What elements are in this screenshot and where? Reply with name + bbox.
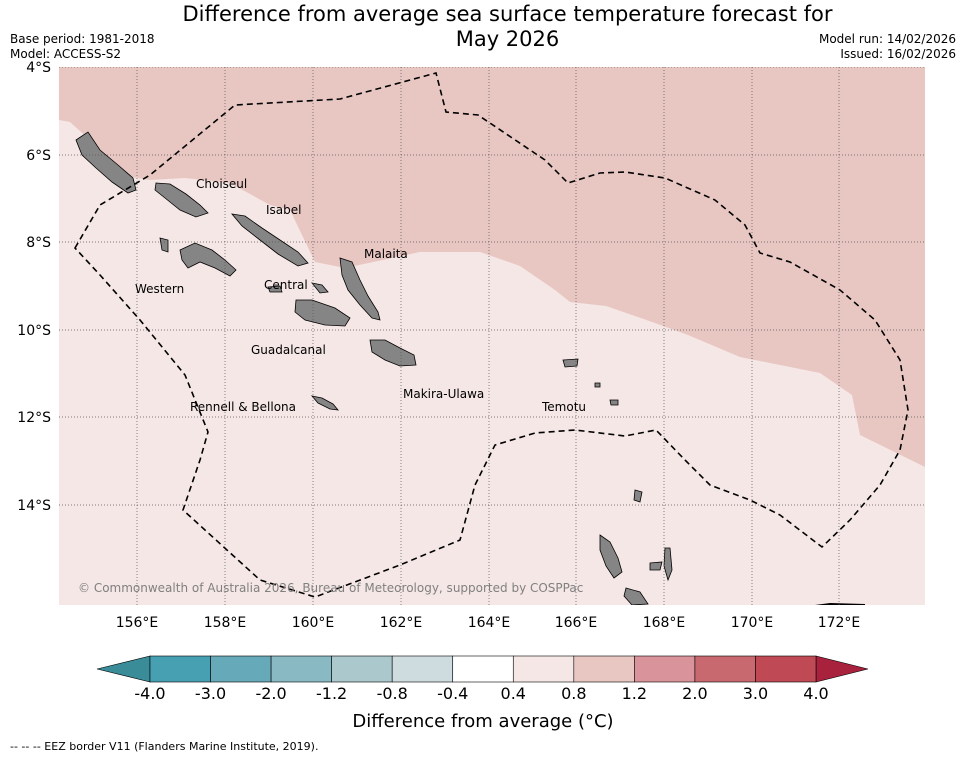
colorbar-swatch <box>512 655 575 683</box>
colorbar-swatch <box>694 655 756 683</box>
lat-label: 12°S <box>17 410 51 426</box>
colorbar-title: Difference from average (°C) <box>352 711 613 732</box>
colorbar-over-arrow <box>815 655 869 683</box>
new-georgia-group <box>179 242 237 277</box>
anomaly-band-bottom-left <box>120 575 190 605</box>
colorbar-swatch <box>210 655 272 683</box>
colorbar-tick-label: 2.0 <box>682 684 707 703</box>
model-name: Model: ACCESS-S2 <box>10 47 122 61</box>
colorbar-tick-label: 0.4 <box>501 684 526 703</box>
malaita-island <box>339 257 381 321</box>
choiseul-island <box>75 131 137 194</box>
vanuatu-north <box>599 534 623 579</box>
colorbar-swatch <box>755 655 817 683</box>
makira-island <box>369 339 417 367</box>
colorbar-tick-label: 4.0 <box>803 684 828 703</box>
vanuatu-south <box>623 587 649 605</box>
lon-label: 168°E <box>643 615 686 631</box>
lon-label: 164°E <box>468 615 511 631</box>
graticule <box>59 67 925 605</box>
meta-right: Model run: 14/02/2026 Issued: 16/02/2026 <box>819 32 956 62</box>
eez-legend-footer: -- -- -- EEZ border V11 (Flanders Marine… <box>10 740 319 753</box>
land-masses <box>75 131 673 605</box>
chart-title: Difference from average sea surface temp… <box>150 2 865 52</box>
place-guadalcanal: Guadalcanal <box>251 343 326 357</box>
small-island-b <box>609 399 619 406</box>
colorbar <box>96 655 869 683</box>
colorbar-swatch <box>270 655 332 683</box>
place-central: Central <box>264 278 308 292</box>
colorbar-tick-label: -0.8 <box>377 684 408 703</box>
colorbar-swatch <box>149 655 211 683</box>
vanuatu-isle-3 <box>633 489 643 503</box>
lon-label: 172°E <box>818 615 861 631</box>
colorbar-tick-label: -0.4 <box>437 684 468 703</box>
title-line-1: Difference from average sea surface temp… <box>182 2 833 26</box>
lon-axis-labels: 156°E 158°E 160°E 162°E 164°E 166°E 168°… <box>116 615 861 631</box>
model-run: Model run: 14/02/2026 <box>818 32 956 46</box>
lat-label: 6°S <box>26 148 51 164</box>
guadalcanal-island <box>294 299 351 327</box>
isabel-island <box>231 213 309 267</box>
place-labels: Choiseul Isabel Malaita Western Central … <box>135 177 586 414</box>
place-western: Western <box>135 282 184 296</box>
place-rennell-bellona: Rennell & Bellona <box>190 400 296 414</box>
colorbar-under-arrow <box>96 655 151 683</box>
lon-label: 156°E <box>116 615 159 631</box>
colorbar-swatch <box>634 655 696 683</box>
rennell-island <box>310 395 339 411</box>
colorbar-tick-label: -2.0 <box>255 684 286 703</box>
lat-axis-labels: 4°S 6°S 8°S 10°S 12°S 14°S <box>17 60 51 514</box>
colorbar-tick-label: 1.2 <box>622 684 647 703</box>
lat-label: 10°S <box>17 323 51 339</box>
small-island-a <box>594 382 601 388</box>
colorbar-swatch <box>331 655 393 683</box>
place-isabel: Isabel <box>266 203 301 217</box>
lat-label: 8°S <box>26 235 51 251</box>
colorbar-swatch <box>452 655 514 683</box>
issued-date: Issued: 16/02/2026 <box>840 47 956 61</box>
meta-left: Base period: 1981-2018 Model: ACCESS-S2 <box>10 32 155 62</box>
place-temotu: Temotu <box>541 400 586 414</box>
vella-lavella <box>159 237 169 253</box>
base-period: Base period: 1981-2018 <box>10 32 155 46</box>
temotu-islands <box>562 358 579 368</box>
colorbar-tick-label: 0.8 <box>561 684 586 703</box>
colorbar-tick-label: -3.0 <box>195 684 226 703</box>
colorbar-labels: -4.0 -3.0 -2.0 -1.2 -0.8 -0.4 0.4 0.8 1.2 2.0 3.0 4… <box>134 684 828 703</box>
colorbar-swatch <box>573 655 635 683</box>
lat-label: 14°S <box>17 498 51 514</box>
place-choiseul: Choiseul <box>196 177 247 191</box>
colorbar-tick-label: -1.2 <box>316 684 347 703</box>
russell-islands <box>311 282 329 294</box>
lon-label: 158°E <box>204 615 247 631</box>
title-line-2: May 2026 <box>455 27 560 51</box>
isabel-island-west <box>154 182 209 218</box>
colorbar-tick-label: 3.0 <box>743 684 768 703</box>
central-islands <box>267 285 283 293</box>
place-malaita: Malaita <box>364 247 408 261</box>
lon-label: 170°E <box>731 615 774 631</box>
colorbar-swatch <box>391 655 454 683</box>
map-area <box>59 67 925 605</box>
lon-label: 160°E <box>292 615 335 631</box>
lon-label: 162°E <box>380 615 423 631</box>
eez-border <box>74 72 909 598</box>
anomaly-band-bottom-right <box>815 603 865 605</box>
place-makira-ulawa: Makira-Ulawa <box>403 387 484 401</box>
anomaly-band-0.8-1.2 <box>59 67 925 467</box>
lon-label: 166°E <box>555 615 598 631</box>
copyright-notice: © Commonwealth of Australia 2026, Bureau… <box>78 581 583 595</box>
lat-label: 4°S <box>26 60 51 76</box>
vanuatu-isle-2 <box>649 561 663 571</box>
colorbar-tick-label: -4.0 <box>134 684 165 703</box>
